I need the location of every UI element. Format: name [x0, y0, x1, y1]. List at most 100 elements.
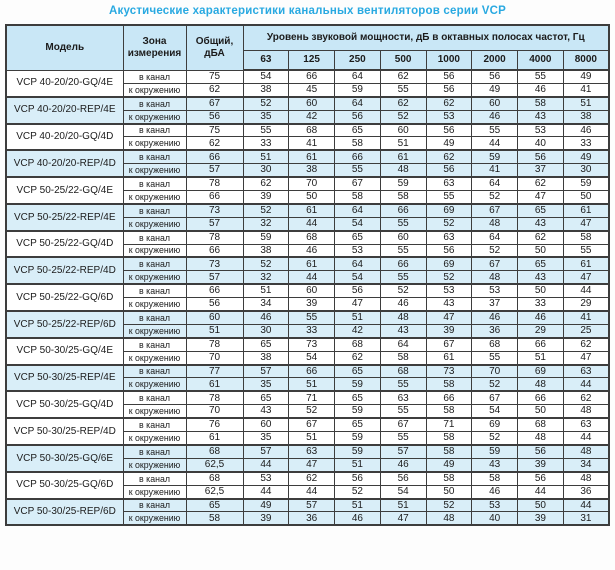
- model-name: VCP 50-25/22-GQ/6D: [5, 283, 124, 313]
- table-row: к окружению 57 32 44 54 55 52 48 43 47: [6, 270, 610, 286]
- spl-value: 46: [562, 123, 610, 138]
- spl-value: 64: [334, 96, 381, 111]
- total-dba-value: 75: [185, 69, 244, 84]
- spl-value: 38: [288, 163, 335, 179]
- spl-value: 46: [517, 310, 564, 325]
- spl-value: 48: [471, 270, 518, 286]
- spl-value: 36: [288, 511, 335, 527]
- spl-value: 52: [242, 96, 290, 111]
- spl-value: 49: [471, 82, 518, 98]
- spl-value: 62: [562, 390, 610, 406]
- header-frequency-125: 125: [288, 49, 335, 71]
- total-dba-value: 68: [185, 471, 244, 486]
- spl-value: 32: [242, 216, 290, 232]
- spl-value: 44: [562, 377, 610, 393]
- spl-value: 52: [379, 109, 427, 125]
- spl-value: 58: [425, 444, 473, 459]
- spl-value: 62: [517, 230, 564, 245]
- table-row: к окружению 61 35 51 59 55 58 52 48 44: [6, 377, 610, 393]
- spl-value: 44: [471, 136, 518, 152]
- table-row: VCP 50-25/22-REP/6D в канал 60 46 55 51 48 47 46…: [5, 310, 610, 339]
- spl-value: 51: [562, 96, 610, 111]
- spl-value: 56: [425, 82, 473, 98]
- spl-value: 65: [517, 256, 564, 272]
- spl-value: 60: [379, 230, 427, 245]
- zone-label: в канал: [122, 230, 187, 245]
- spl-value: 47: [517, 190, 564, 205]
- table-header: Модель Зона измерения Общий, дБА Уровень…: [5, 24, 610, 71]
- spl-value: 47: [562, 216, 610, 232]
- spl-value: 48: [471, 216, 518, 232]
- total-dba-value: 77: [185, 364, 244, 379]
- spl-value: 69: [425, 256, 473, 272]
- header-total-dba: Общий, дБА: [185, 24, 244, 71]
- table-row: к окружению 58 39 36 46 47 48 40 39 31: [6, 511, 610, 527]
- spl-value: 46: [379, 457, 427, 473]
- spl-value: 71: [425, 417, 473, 433]
- spl-value: 63: [425, 230, 473, 245]
- spl-value: 59: [562, 176, 610, 192]
- model-name: VCP 50-30/25-REP/4E: [5, 364, 124, 393]
- spl-value: 60: [471, 96, 518, 111]
- spl-value: 38: [242, 82, 290, 98]
- zone-label: к окружению: [122, 377, 187, 393]
- zone-label: в канал: [122, 497, 187, 513]
- spl-value: 58: [334, 190, 381, 205]
- spl-value: 47: [562, 350, 610, 366]
- spl-value: 53: [471, 283, 518, 299]
- spl-value: 33: [288, 323, 335, 339]
- total-dba-value: 51: [185, 323, 244, 339]
- spl-value: 62: [334, 350, 381, 366]
- spl-value: 51: [334, 310, 381, 325]
- spl-value: 73: [288, 337, 335, 352]
- spl-value: 53: [242, 471, 290, 486]
- spl-value: 56: [425, 69, 473, 84]
- spl-value: 31: [562, 511, 610, 527]
- table-row: к окружению 70 43 52 59 55 58 54 50 48: [6, 404, 610, 420]
- total-dba-value: 68: [185, 444, 244, 459]
- spl-value: 54: [334, 216, 381, 232]
- model-name: VCP 50-30/25-GQ/4D: [5, 390, 124, 420]
- zone-label: в канал: [122, 203, 187, 218]
- spl-value: 55: [562, 243, 610, 259]
- total-dba-value: 78: [185, 390, 244, 406]
- spl-value: 59: [334, 431, 381, 446]
- spl-value: 55: [379, 270, 427, 286]
- total-dba-value: 61: [185, 431, 244, 446]
- spl-value: 56: [425, 243, 473, 259]
- zone-label: к окружению: [122, 270, 187, 286]
- spl-value: 43: [425, 297, 473, 313]
- spl-value: 51: [517, 350, 564, 366]
- model-name: VCP 50-30/25-REP/4D: [5, 417, 124, 446]
- spl-value: 43: [471, 457, 518, 473]
- spl-value: 51: [242, 283, 290, 299]
- spl-value: 64: [334, 69, 381, 84]
- spl-value: 55: [379, 377, 427, 393]
- spl-value: 48: [379, 310, 427, 325]
- total-dba-value: 67: [185, 96, 244, 111]
- spl-value: 49: [425, 457, 473, 473]
- spl-value: 34: [562, 457, 610, 473]
- spl-value: 54: [288, 350, 335, 366]
- spl-value: 41: [288, 136, 335, 152]
- spl-value: 56: [334, 471, 381, 486]
- spl-value: 56: [425, 163, 473, 179]
- total-dba-value: 62,5: [185, 457, 244, 473]
- zone-label: в канал: [122, 364, 187, 379]
- spl-value: 25: [562, 323, 610, 339]
- zone-label: в канал: [122, 176, 187, 192]
- total-dba-value: 62,5: [185, 484, 244, 500]
- spl-value: 44: [288, 270, 335, 286]
- spl-value: 58: [425, 431, 473, 446]
- table-row: VCP 50-25/22-REP/4D в канал 73 52 61 64 66 69 67…: [5, 256, 610, 286]
- header-frequency-500: 500: [379, 49, 427, 71]
- spl-value: 51: [334, 497, 381, 513]
- spl-value: 65: [517, 203, 564, 218]
- spl-value: 61: [379, 149, 427, 165]
- zone-label: в канал: [122, 123, 187, 138]
- table-row: к окружению 62,5 44 47 51 46 49 43 39 34: [6, 457, 610, 473]
- zone-label: в канал: [122, 444, 187, 459]
- spl-value: 51: [379, 497, 427, 513]
- spl-value: 57: [242, 444, 290, 459]
- spl-value: 33: [242, 136, 290, 152]
